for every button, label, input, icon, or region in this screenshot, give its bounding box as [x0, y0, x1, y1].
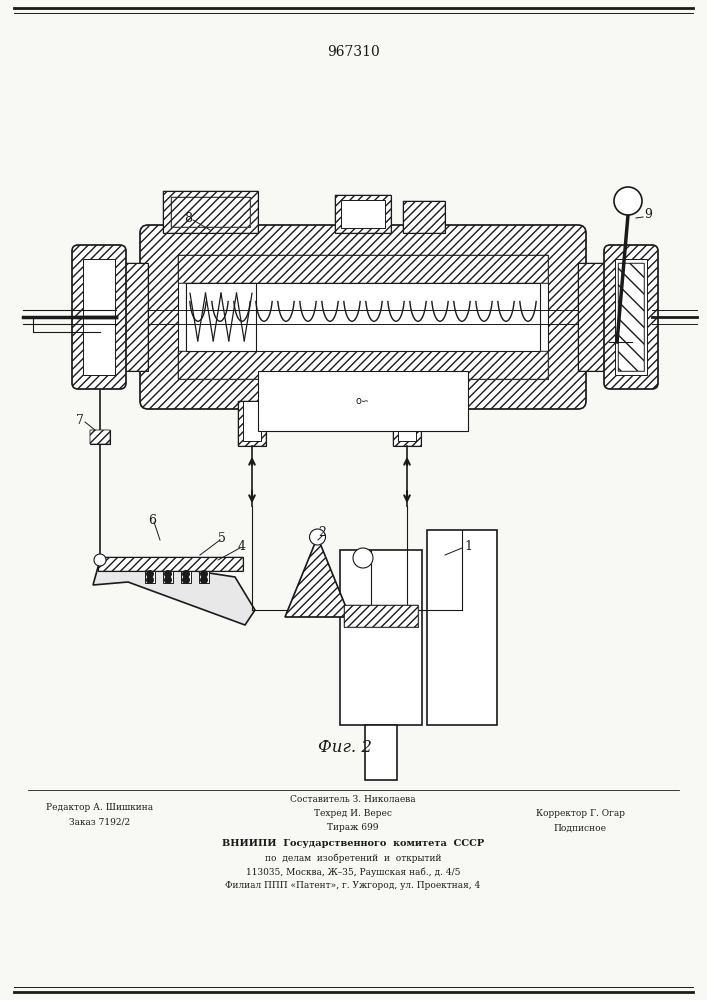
- Bar: [618, 263, 644, 371]
- Text: o∽: o∽: [356, 396, 370, 406]
- Circle shape: [353, 548, 373, 568]
- Bar: [199, 571, 209, 583]
- Circle shape: [614, 187, 642, 215]
- Bar: [186, 283, 256, 351]
- Text: Корректор Г. Огар: Корректор Г. Огар: [535, 810, 624, 818]
- Text: Тираж 699: Тираж 699: [327, 824, 379, 832]
- Bar: [344, 605, 418, 627]
- Bar: [98, 557, 243, 571]
- Bar: [181, 571, 191, 583]
- Bar: [578, 263, 610, 371]
- Bar: [178, 351, 548, 379]
- Text: по  делам  изобретений  и  открытий: по делам изобретений и открытий: [264, 853, 441, 863]
- Bar: [393, 401, 421, 446]
- Text: Составитель З. Николаева: Составитель З. Николаева: [290, 796, 416, 804]
- Bar: [403, 201, 445, 233]
- Bar: [178, 351, 548, 379]
- Circle shape: [164, 576, 172, 584]
- Bar: [341, 200, 385, 228]
- Bar: [171, 197, 250, 227]
- FancyBboxPatch shape: [72, 245, 126, 389]
- Text: 967310: 967310: [327, 45, 380, 59]
- Bar: [163, 571, 173, 583]
- Bar: [258, 371, 468, 431]
- Bar: [335, 195, 391, 233]
- Text: Заказ 7192/2: Заказ 7192/2: [69, 818, 131, 826]
- Bar: [98, 557, 243, 571]
- Text: Подписное: Подписное: [554, 824, 607, 832]
- Text: 7: 7: [76, 414, 84, 426]
- Bar: [618, 263, 644, 371]
- Bar: [171, 197, 250, 227]
- Bar: [178, 255, 548, 283]
- Circle shape: [146, 570, 154, 578]
- Bar: [116, 263, 148, 371]
- Bar: [335, 195, 391, 233]
- FancyBboxPatch shape: [140, 225, 586, 409]
- Polygon shape: [93, 562, 255, 625]
- Text: 1: 1: [464, 540, 472, 552]
- Text: Филиал ППП «Патент», г. Ужгород, ул. Проектная, 4: Филиал ППП «Патент», г. Ужгород, ул. Про…: [226, 882, 481, 890]
- Bar: [344, 605, 418, 627]
- Bar: [615, 259, 647, 375]
- Circle shape: [310, 529, 325, 545]
- Bar: [90, 430, 110, 444]
- Text: 6: 6: [148, 514, 156, 526]
- Text: Редактор А. Шишкина: Редактор А. Шишкина: [47, 804, 153, 812]
- Text: Фиг. 2: Фиг. 2: [318, 740, 372, 756]
- Bar: [393, 401, 421, 446]
- Bar: [163, 191, 258, 233]
- Bar: [344, 605, 418, 627]
- Circle shape: [182, 576, 190, 584]
- Bar: [163, 191, 258, 233]
- Bar: [178, 255, 548, 379]
- FancyBboxPatch shape: [604, 245, 658, 389]
- Text: 113035, Москва, Ж–35, Раушская наб., д. 4/5: 113035, Москва, Ж–35, Раушская наб., д. …: [246, 867, 460, 877]
- Bar: [178, 255, 548, 283]
- Bar: [145, 571, 155, 583]
- Bar: [365, 725, 397, 780]
- Text: 8: 8: [184, 212, 192, 225]
- Bar: [186, 283, 540, 351]
- Circle shape: [200, 576, 208, 584]
- Bar: [340, 550, 422, 725]
- Bar: [403, 201, 445, 233]
- Circle shape: [146, 576, 154, 584]
- Circle shape: [200, 570, 208, 578]
- Bar: [398, 401, 416, 441]
- Bar: [90, 430, 110, 444]
- Bar: [427, 530, 497, 725]
- Circle shape: [94, 554, 106, 566]
- Bar: [238, 401, 266, 446]
- Text: 5: 5: [218, 532, 226, 544]
- Bar: [578, 263, 610, 371]
- Bar: [90, 430, 110, 444]
- Bar: [243, 401, 261, 441]
- Bar: [116, 263, 148, 371]
- Text: ВНИИПИ  Государственного  комитета  СССР: ВНИИПИ Государственного комитета СССР: [222, 840, 484, 848]
- Bar: [171, 197, 250, 227]
- Text: 2: 2: [318, 526, 326, 538]
- Polygon shape: [285, 537, 350, 617]
- Bar: [238, 401, 266, 446]
- Text: 9: 9: [644, 209, 652, 222]
- Circle shape: [182, 570, 190, 578]
- Circle shape: [164, 570, 172, 578]
- Text: 4: 4: [238, 540, 246, 552]
- Bar: [83, 259, 115, 375]
- Text: Техред И. Верес: Техред И. Верес: [314, 810, 392, 818]
